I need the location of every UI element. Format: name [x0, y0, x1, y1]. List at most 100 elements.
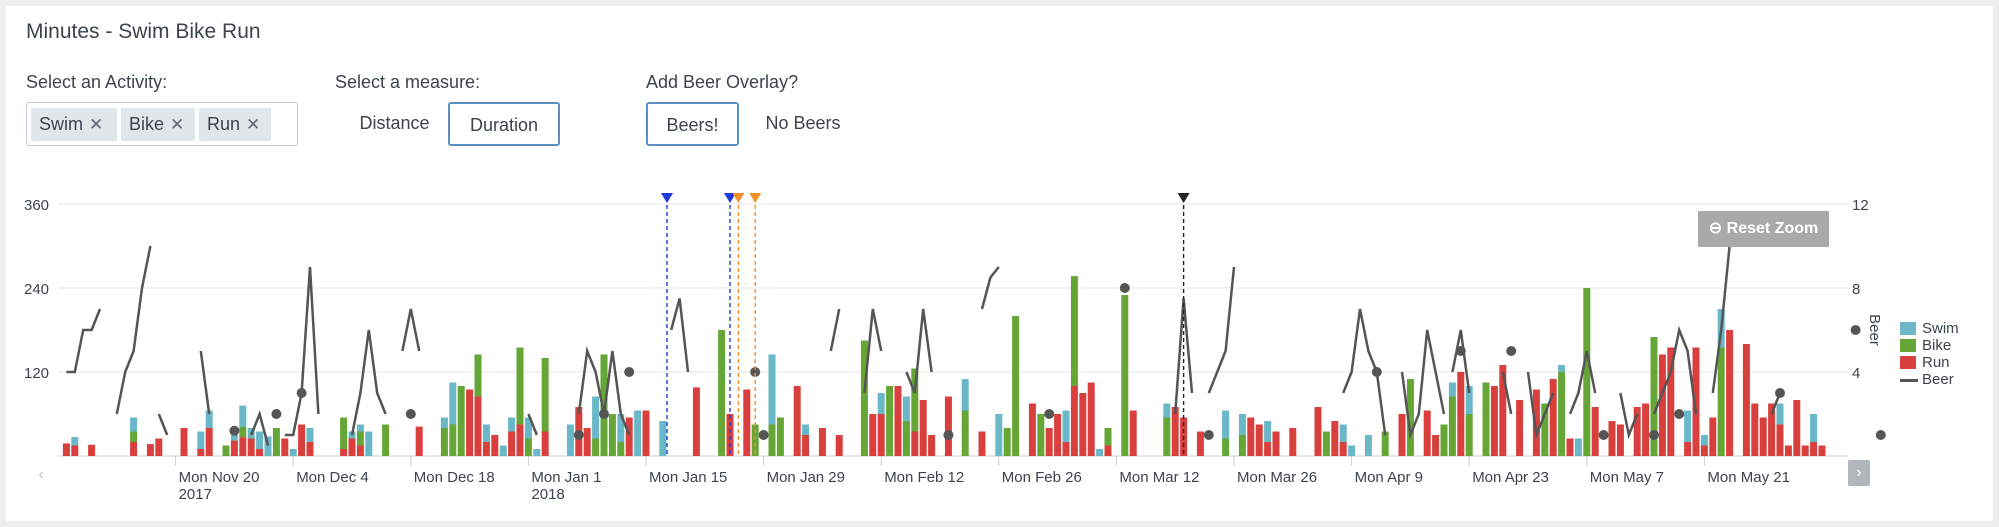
beer-point	[1875, 430, 1886, 440]
bar-swim	[1364, 435, 1372, 456]
bar-run	[205, 428, 213, 456]
beer-point	[405, 409, 416, 419]
bar-swim	[239, 405, 247, 427]
bar-swim	[440, 417, 448, 428]
legend-item-beer[interactable]: Beer	[1900, 371, 1959, 388]
bar-run	[1331, 421, 1339, 456]
beer-on-button[interactable]: Beers!	[646, 102, 739, 146]
beer-line-segment	[980, 266, 1000, 310]
bar-run	[180, 428, 188, 456]
bar-swim	[1238, 414, 1246, 435]
beer-point	[1203, 430, 1214, 440]
beer-point	[271, 409, 282, 419]
bar-run	[1658, 354, 1666, 456]
beer-line-segment	[863, 308, 883, 394]
event-marker-triangle	[1177, 193, 1190, 203]
beer-point	[599, 409, 609, 419]
legend-swatch-run	[1900, 356, 1916, 369]
bar-run	[348, 438, 356, 456]
y-right-tick-label: 8	[1852, 281, 1860, 298]
bar-run	[1028, 403, 1036, 456]
legend-label-beer: Beer	[1922, 371, 1954, 388]
beer-point	[1775, 388, 1785, 398]
bar-bike	[449, 424, 457, 456]
x-tick-label: Mon May 21	[1707, 469, 1790, 486]
bar-run	[1633, 407, 1641, 456]
beer-line-segment	[1619, 392, 1639, 440]
bar-run	[1045, 428, 1053, 456]
beer-line-segment	[1526, 371, 1555, 440]
bar-run	[88, 444, 96, 456]
bar-swim	[634, 410, 642, 456]
x-tick-label: Mon Dec 4	[296, 469, 369, 486]
bar-bike	[902, 421, 910, 456]
remove-bike-icon[interactable]: ✕	[170, 115, 185, 134]
legend-item-swim[interactable]: Swim	[1900, 320, 1959, 337]
bar-run	[894, 386, 902, 456]
x-tick-label: Mon Mar 26	[1237, 469, 1317, 486]
bar-bike	[1448, 396, 1456, 456]
beer-line-segment	[115, 245, 152, 415]
bar-run	[1818, 445, 1826, 456]
bar-run	[583, 428, 591, 456]
bar-swim	[365, 431, 373, 456]
bar-run	[625, 417, 633, 456]
beer-line-segment	[1400, 329, 1446, 440]
legend-label-swim: Swim	[1922, 320, 1959, 337]
bar-run	[1264, 442, 1272, 456]
x-tick-label: Mon Feb 12	[884, 469, 964, 486]
bar-run	[1776, 424, 1784, 456]
bar-swim	[592, 396, 600, 439]
x-tick-year-label: 2018	[531, 486, 564, 503]
bar-swim	[289, 449, 297, 456]
bar-bike	[1465, 414, 1473, 456]
bar-run	[1087, 382, 1095, 456]
bar-swim	[1062, 410, 1070, 442]
beer-point	[750, 367, 761, 377]
beer-line-segment	[157, 413, 169, 436]
bar-swim	[995, 414, 1003, 456]
legend-item-bike[interactable]: Bike	[1900, 337, 1959, 354]
beer-line-segment	[1652, 325, 1698, 415]
bar-bike	[1012, 316, 1020, 456]
bar-bike	[608, 414, 616, 456]
measure-distance-button[interactable]: Distance	[359, 113, 430, 133]
bar-run	[1684, 442, 1692, 456]
beer-off-button[interactable]: No Beers	[765, 113, 841, 133]
beer-line-segment	[669, 298, 690, 373]
bar-run	[1726, 330, 1734, 456]
scroll-left-icon[interactable]: ‹	[38, 466, 44, 483]
remove-run-icon[interactable]: ✕	[246, 115, 261, 134]
x-tick-year-label: 2017	[179, 486, 212, 503]
event-marker-triangle	[749, 193, 762, 203]
legend-item-run[interactable]: Run	[1900, 354, 1959, 371]
bar-run	[1566, 438, 1574, 456]
scroll-right-icon[interactable]: ›	[1848, 460, 1870, 486]
bar-swim	[1163, 403, 1171, 418]
bar-swim	[449, 382, 457, 425]
bar-bike	[272, 428, 280, 456]
bar-swim	[1222, 410, 1230, 439]
bar-run	[1272, 431, 1280, 456]
measure-duration-button[interactable]: Duration	[448, 102, 560, 146]
bar-bike	[1104, 428, 1112, 446]
bar-run	[508, 431, 516, 456]
remove-swim-icon[interactable]: ✕	[89, 115, 104, 134]
reset-zoom-button[interactable]: ⊖ Reset Zoom	[1698, 211, 1829, 247]
beer-point	[1371, 367, 1382, 377]
x-tick-label: Mon Feb 26	[1002, 469, 1082, 486]
bar-bike	[1650, 337, 1658, 456]
reset-zoom-label: Reset Zoom	[1726, 220, 1819, 237]
bar-run	[491, 435, 499, 456]
bar-run	[1700, 445, 1708, 456]
activity-multiselect[interactable]: Swim ✕ Bike ✕ Run ✕	[26, 102, 298, 146]
legend-swatch-bike	[1900, 339, 1916, 352]
bar-run	[1801, 445, 1809, 456]
bar-run	[1457, 372, 1465, 456]
bar-bike	[1003, 428, 1011, 456]
token-run: Run ✕	[199, 108, 271, 141]
beer-point	[1044, 409, 1055, 419]
bar-run	[541, 431, 549, 456]
bar-run	[1339, 442, 1347, 456]
